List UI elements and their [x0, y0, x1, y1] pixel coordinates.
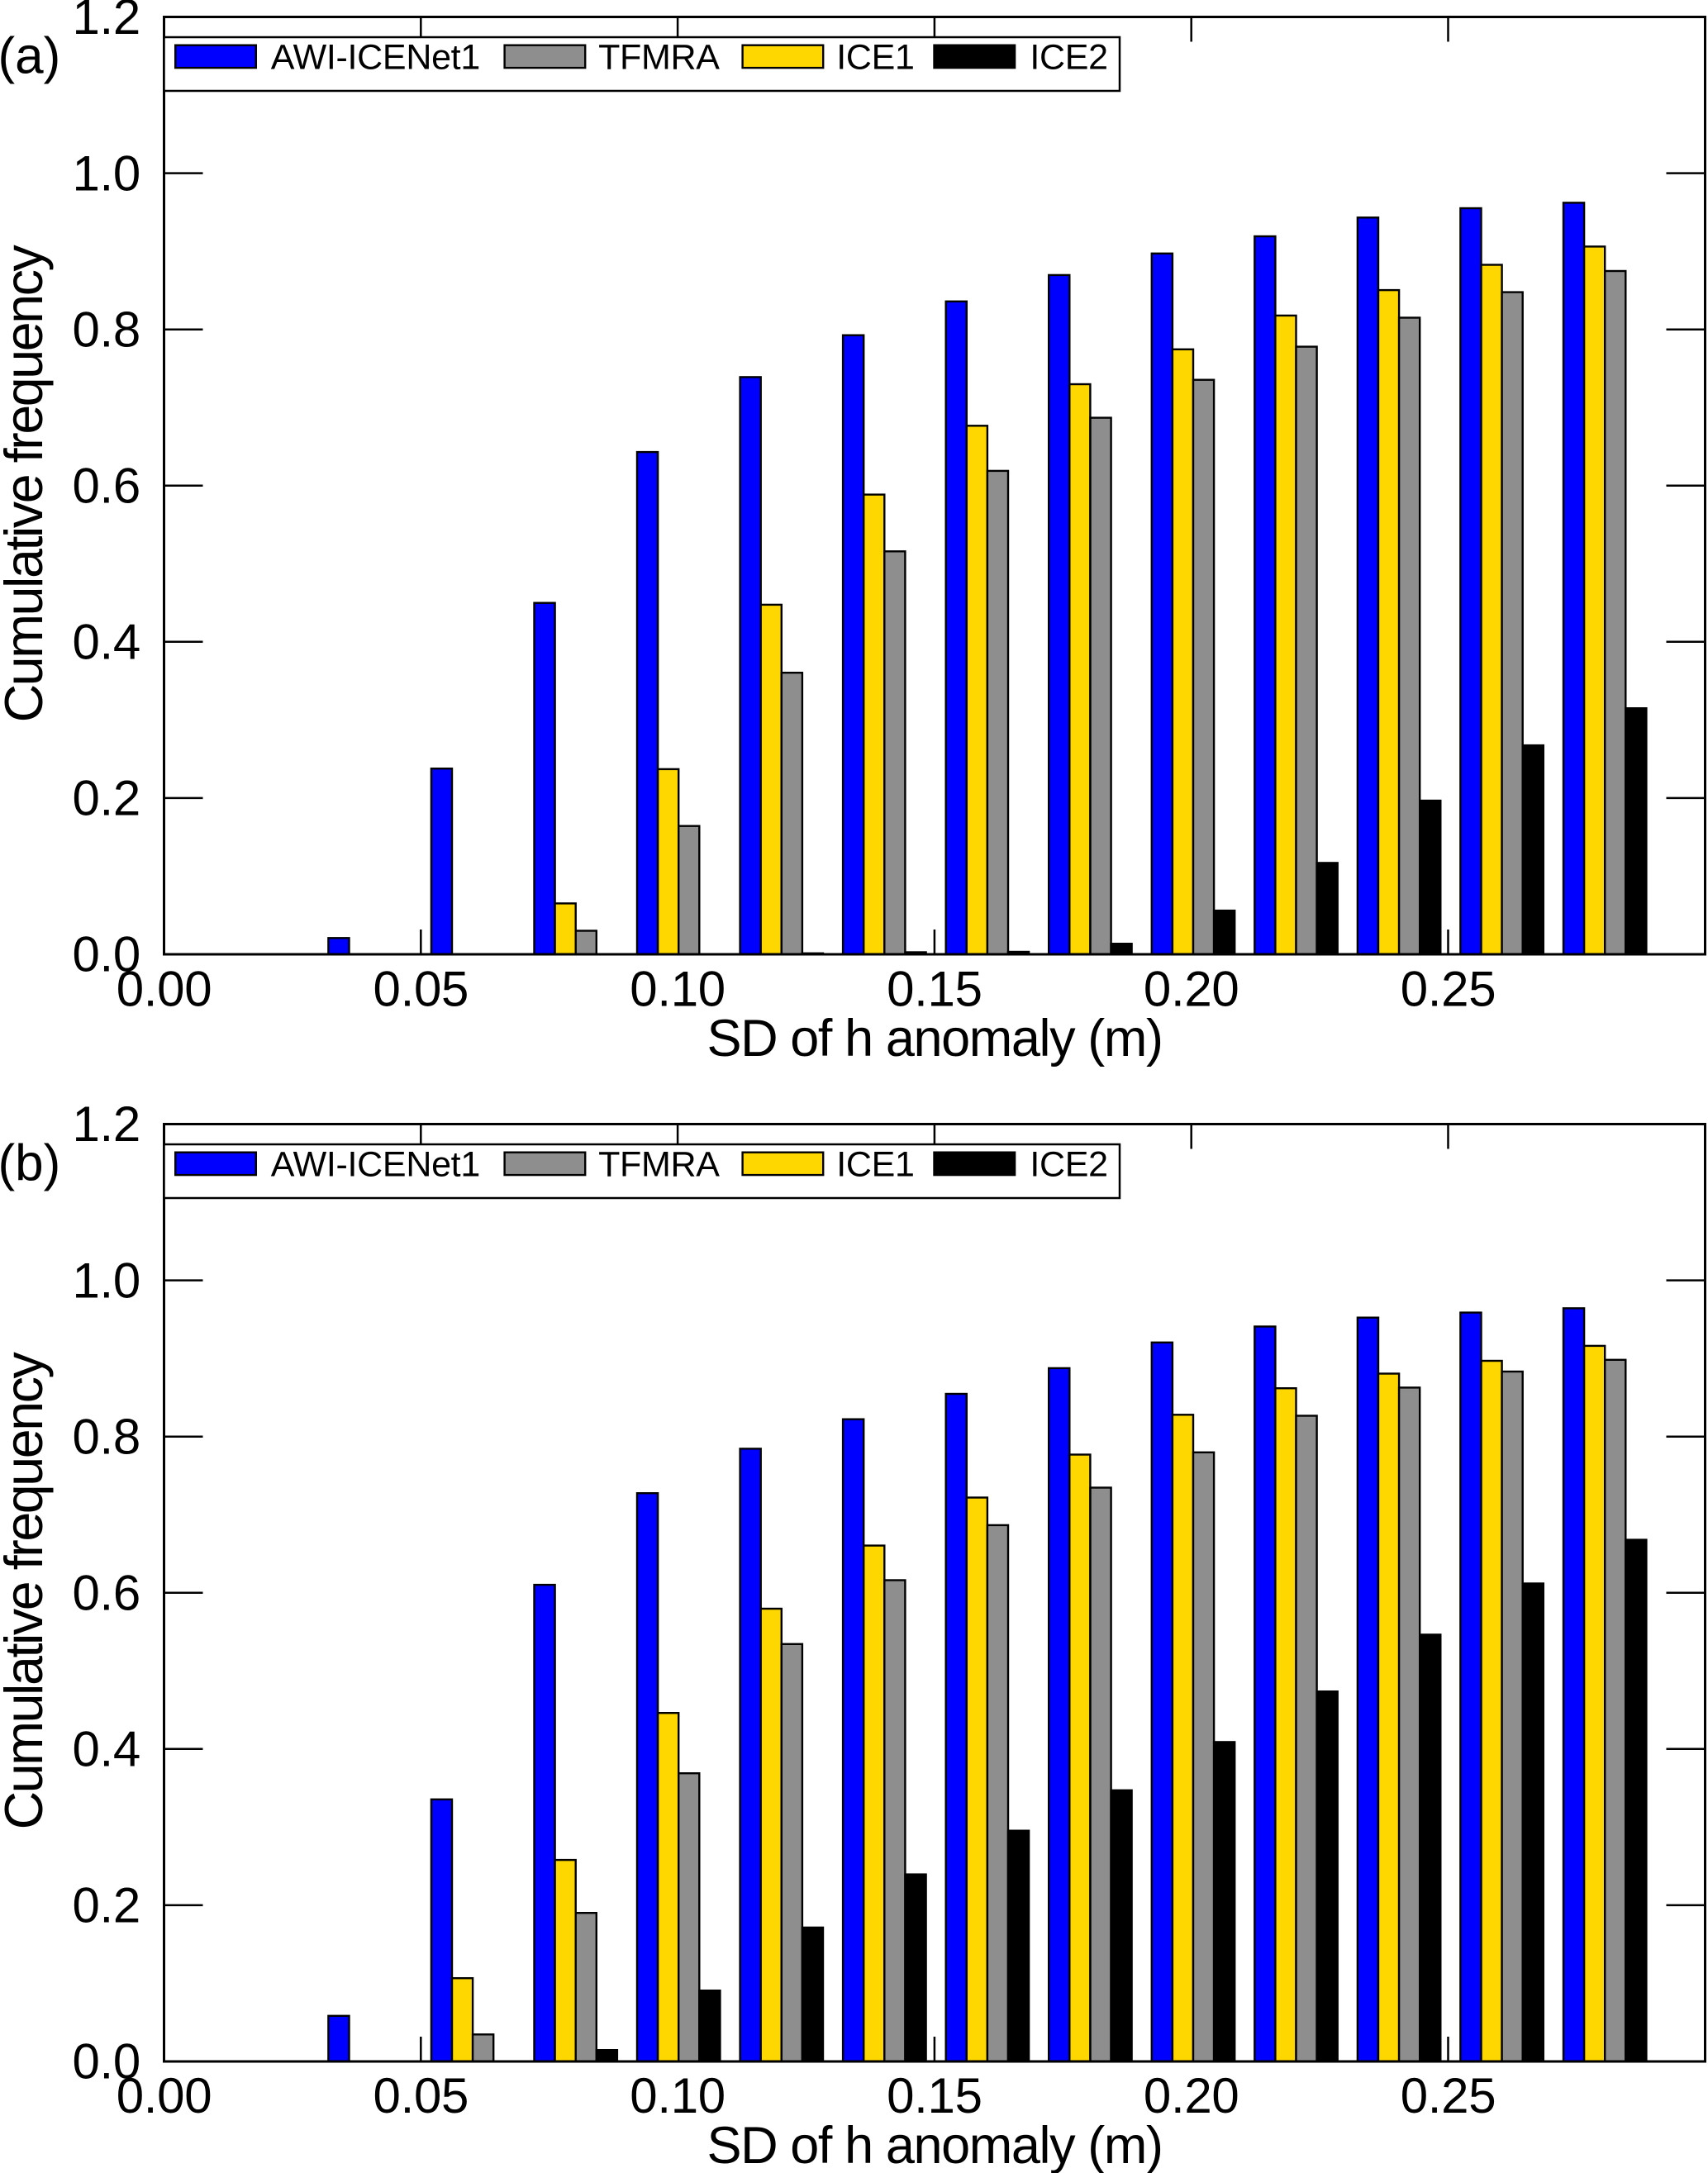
svg-text:0.4: 0.4: [72, 1722, 140, 1777]
svg-text:Cumulative frequency: Cumulative frequency: [0, 244, 54, 722]
svg-text:AWI-ICENet1: AWI-ICENet1: [271, 38, 480, 78]
svg-text:0.25: 0.25: [1401, 961, 1496, 1016]
svg-text:0.6: 0.6: [72, 1566, 140, 1621]
svg-text:(b): (b): [0, 1135, 60, 1192]
svg-text:ICE1: ICE1: [836, 1145, 914, 1185]
svg-text:0.05: 0.05: [373, 2068, 469, 2123]
svg-text:SD of h anomaly (m): SD of h anomaly (m): [707, 1010, 1162, 1067]
svg-text:Cumulative frequency: Cumulative frequency: [0, 1351, 54, 1829]
svg-text:AWI-ICENet1: AWI-ICENet1: [271, 1145, 480, 1185]
svg-text:1.2: 1.2: [72, 1096, 140, 1152]
svg-text:0.05: 0.05: [373, 961, 469, 1016]
svg-text:0.20: 0.20: [1144, 2068, 1239, 2123]
svg-text:1.2: 1.2: [72, 0, 140, 45]
svg-text:0.10: 0.10: [630, 2068, 726, 2123]
svg-text:0.25: 0.25: [1401, 2068, 1496, 2123]
svg-text:0.0: 0.0: [72, 927, 140, 982]
svg-text:(a): (a): [0, 28, 60, 85]
svg-text:0.15: 0.15: [887, 961, 982, 1016]
svg-text:0.0: 0.0: [72, 2034, 140, 2090]
svg-text:ICE1: ICE1: [836, 38, 914, 78]
svg-text:0.2: 0.2: [72, 771, 140, 826]
svg-text:0.20: 0.20: [1144, 961, 1239, 1016]
svg-text:0.2: 0.2: [72, 1878, 140, 1933]
svg-text:1.0: 1.0: [72, 145, 140, 201]
svg-text:0.8: 0.8: [72, 1409, 140, 1464]
svg-text:0.15: 0.15: [887, 2068, 982, 2123]
svg-text:0.8: 0.8: [72, 302, 140, 357]
svg-text:ICE2: ICE2: [1030, 1145, 1107, 1185]
svg-text:0.00: 0.00: [117, 2068, 212, 2123]
svg-text:ICE2: ICE2: [1030, 38, 1107, 78]
svg-text:SD of h anomaly (m): SD of h anomaly (m): [707, 2117, 1162, 2173]
svg-text:1.0: 1.0: [72, 1253, 140, 1308]
svg-text:0.6: 0.6: [72, 458, 140, 513]
svg-text:0.10: 0.10: [630, 961, 726, 1016]
svg-text:0.00: 0.00: [117, 961, 212, 1016]
svg-text:TFMRA: TFMRA: [598, 38, 720, 78]
svg-text:TFMRA: TFMRA: [598, 1145, 720, 1185]
svg-text:0.4: 0.4: [72, 615, 140, 670]
